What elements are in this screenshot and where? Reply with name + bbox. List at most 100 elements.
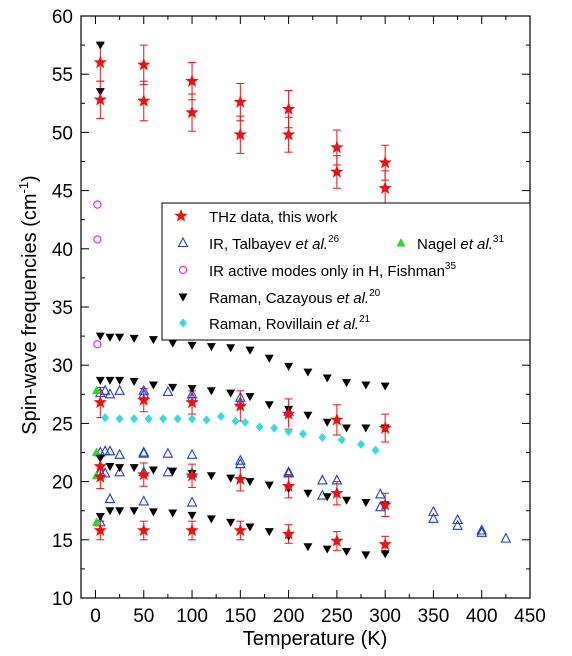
data-point-thz: [330, 533, 344, 547]
data-point-thz: [185, 74, 199, 87]
data-point-raman_cazayous: [206, 515, 216, 524]
x-tick-label: 350: [418, 606, 450, 627]
series-raman_cazayous: [95, 41, 390, 560]
data-point-ir_talbayev: [452, 519, 463, 530]
data-point-ir_talbayev: [114, 448, 126, 459]
data-point-raman_rovillain: [101, 413, 110, 423]
data-point-raman_rovillain: [299, 429, 308, 439]
data-point-raman_rovillain: [241, 417, 250, 427]
legend-box: [161, 202, 531, 341]
data-point-thz: [137, 93, 151, 107]
legend-symbol-raman_rovillain: [179, 318, 187, 328]
data-point-raman_cazayous: [361, 499, 371, 508]
data-point-raman_cazayous: [322, 493, 332, 502]
data-point-thz: [185, 468, 199, 482]
series-raman_rovillain: [101, 411, 380, 455]
data-point-raman_cazayous: [245, 478, 255, 487]
data-point-ir_talbayev: [428, 505, 439, 516]
y-tick-label: 20: [52, 473, 73, 494]
data-point-raman_cazayous: [115, 333, 125, 342]
legend-symbols: [174, 209, 406, 328]
data-point-thz: [281, 127, 296, 141]
data-point-ir_talbayev: [99, 467, 111, 478]
y-tick-label: 30: [52, 356, 73, 377]
data-point-raman_cazayous: [264, 528, 274, 537]
legend-label-ir-fishman-ref: 35: [445, 261, 457, 272]
data-point-raman_cazayous: [95, 454, 105, 463]
data-point-thz: [233, 398, 247, 412]
data-point-ir_talbayev: [114, 466, 126, 477]
data-point-raman_rovillain: [144, 414, 153, 424]
legend-label-raman-rovillain: Raman, Rovillain et al.21: [209, 314, 371, 333]
data-point-raman_rovillain: [284, 427, 293, 437]
data-point-ir_talbayev: [138, 446, 150, 457]
data-point-ir_talbayev: [186, 496, 198, 507]
data-point-raman_cazayous: [264, 354, 274, 363]
data-point-raman_cazayous: [105, 462, 115, 471]
legend-label-raman-cazayous-ref: 20: [369, 288, 381, 299]
y-tick-label: 45: [52, 182, 73, 203]
data-point-raman_cazayous: [342, 496, 352, 505]
data-point-ir_talbayev: [138, 495, 150, 506]
data-point-thz: [330, 164, 344, 178]
x-tick-label: 200: [273, 606, 305, 627]
data-point-raman_cazayous: [226, 344, 236, 353]
legend-label-nagel-ref: 31: [493, 234, 505, 245]
data-point-raman_cazayous: [95, 41, 105, 50]
data-point-raman_cazayous: [129, 464, 139, 473]
data-point-raman_cazayous: [284, 362, 294, 371]
x-tick-label: 50: [133, 606, 154, 627]
legend-symbol-thz: [174, 209, 188, 222]
data-point-thz: [93, 92, 107, 106]
data-point-raman_cazayous: [322, 418, 332, 427]
data-point-thz: [378, 155, 392, 169]
data-point-thz: [281, 526, 296, 540]
legend-label-raman-rovillain-main: Raman, Rovillain: [209, 316, 327, 333]
data-point-thz: [330, 486, 344, 499]
y-tick-label: 10: [52, 589, 73, 610]
data-point-thz: [137, 57, 151, 71]
data-point-ir_talbayev: [476, 524, 488, 535]
legend-label-raman-cazayous-main: Raman, Cazayous: [209, 290, 337, 307]
x-axis-title: Temperature (K): [243, 628, 388, 650]
data-point-raman_cazayous: [168, 509, 178, 518]
data-point-ir_talbayev: [162, 385, 174, 397]
y-axis-title-close: ): [19, 175, 41, 182]
data-point-ir_talbayev: [104, 445, 116, 456]
y-axis-title-main: Spin-wave frequencies (cm: [19, 194, 41, 435]
data-point-raman_rovillain: [318, 432, 327, 442]
data-point-nagel: [91, 447, 101, 456]
legend-label-raman-cazayous: Raman, Cazayous et al.20: [209, 288, 381, 307]
legend-symbol-nagel: [396, 238, 406, 247]
data-point-nagel: [91, 517, 101, 526]
data-point-raman_cazayous: [148, 466, 158, 475]
data-point-raman_cazayous: [226, 474, 236, 483]
data-point-raman_cazayous: [168, 383, 178, 392]
data-point-raman_cazayous: [361, 551, 371, 560]
data-point-raman_cazayous: [115, 507, 125, 516]
legend-label-ir-talbayev-main: IR, Talbayev: [209, 236, 295, 253]
data-point-thz: [378, 537, 392, 551]
data-point-ir_talbayev: [316, 474, 328, 485]
legend-label-raman-rovillain-etal: et al.: [327, 316, 360, 333]
axes: 0 50 100 150 200 250 300 350 400 450 10 15 20 25 30 35 4…: [52, 7, 546, 627]
legend-label-raman-cazayous-etal: et al.: [337, 290, 370, 307]
data-point-raman_cazayous: [206, 343, 216, 352]
data-point-raman_cazayous: [342, 379, 352, 388]
data-point-thz: [281, 479, 296, 492]
data-point-thz: [93, 395, 107, 409]
legend-label-nagel: Nagel et al.31: [417, 234, 504, 253]
data-point-ir_talbayev: [104, 492, 116, 504]
data-point-raman_cazayous: [105, 507, 115, 516]
data-point-raman_rovillain: [130, 414, 139, 424]
series-ir_talbayev: [94, 384, 512, 543]
data-point-ir_talbayev: [234, 454, 246, 465]
data-point-thz: [233, 523, 247, 537]
data-point-raman_cazayous: [187, 384, 197, 393]
legend-label-ir-talbayev-etal: et al.: [295, 236, 328, 253]
data-point-ir_talbayev: [162, 447, 174, 458]
data-point-raman_cazayous: [105, 333, 115, 342]
data-point-thz: [281, 407, 296, 420]
legend-label-nagel-etal: et al.: [460, 236, 493, 253]
data-point-thz: [233, 472, 247, 485]
